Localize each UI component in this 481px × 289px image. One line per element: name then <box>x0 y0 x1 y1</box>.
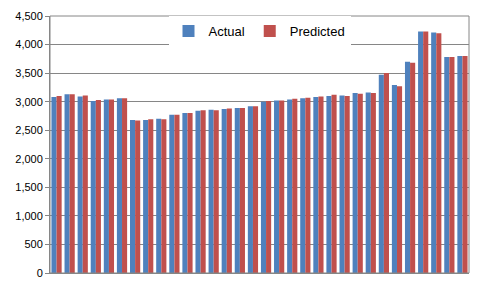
svg-text:4,500: 4,500 <box>15 10 43 22</box>
svg-text:0: 0 <box>37 267 43 279</box>
svg-text:1,500: 1,500 <box>15 181 43 193</box>
svg-text:Actual: Actual <box>209 24 245 39</box>
svg-text:1,000: 1,000 <box>15 210 43 222</box>
svg-text:500: 500 <box>24 238 42 250</box>
svg-text:3,500: 3,500 <box>15 67 43 79</box>
svg-text:2,000: 2,000 <box>15 153 43 165</box>
svg-text:Predicted: Predicted <box>290 24 345 39</box>
svg-text:3,000: 3,000 <box>15 96 43 108</box>
svg-text:4,000: 4,000 <box>15 38 43 50</box>
svg-text:2,500: 2,500 <box>15 124 43 136</box>
